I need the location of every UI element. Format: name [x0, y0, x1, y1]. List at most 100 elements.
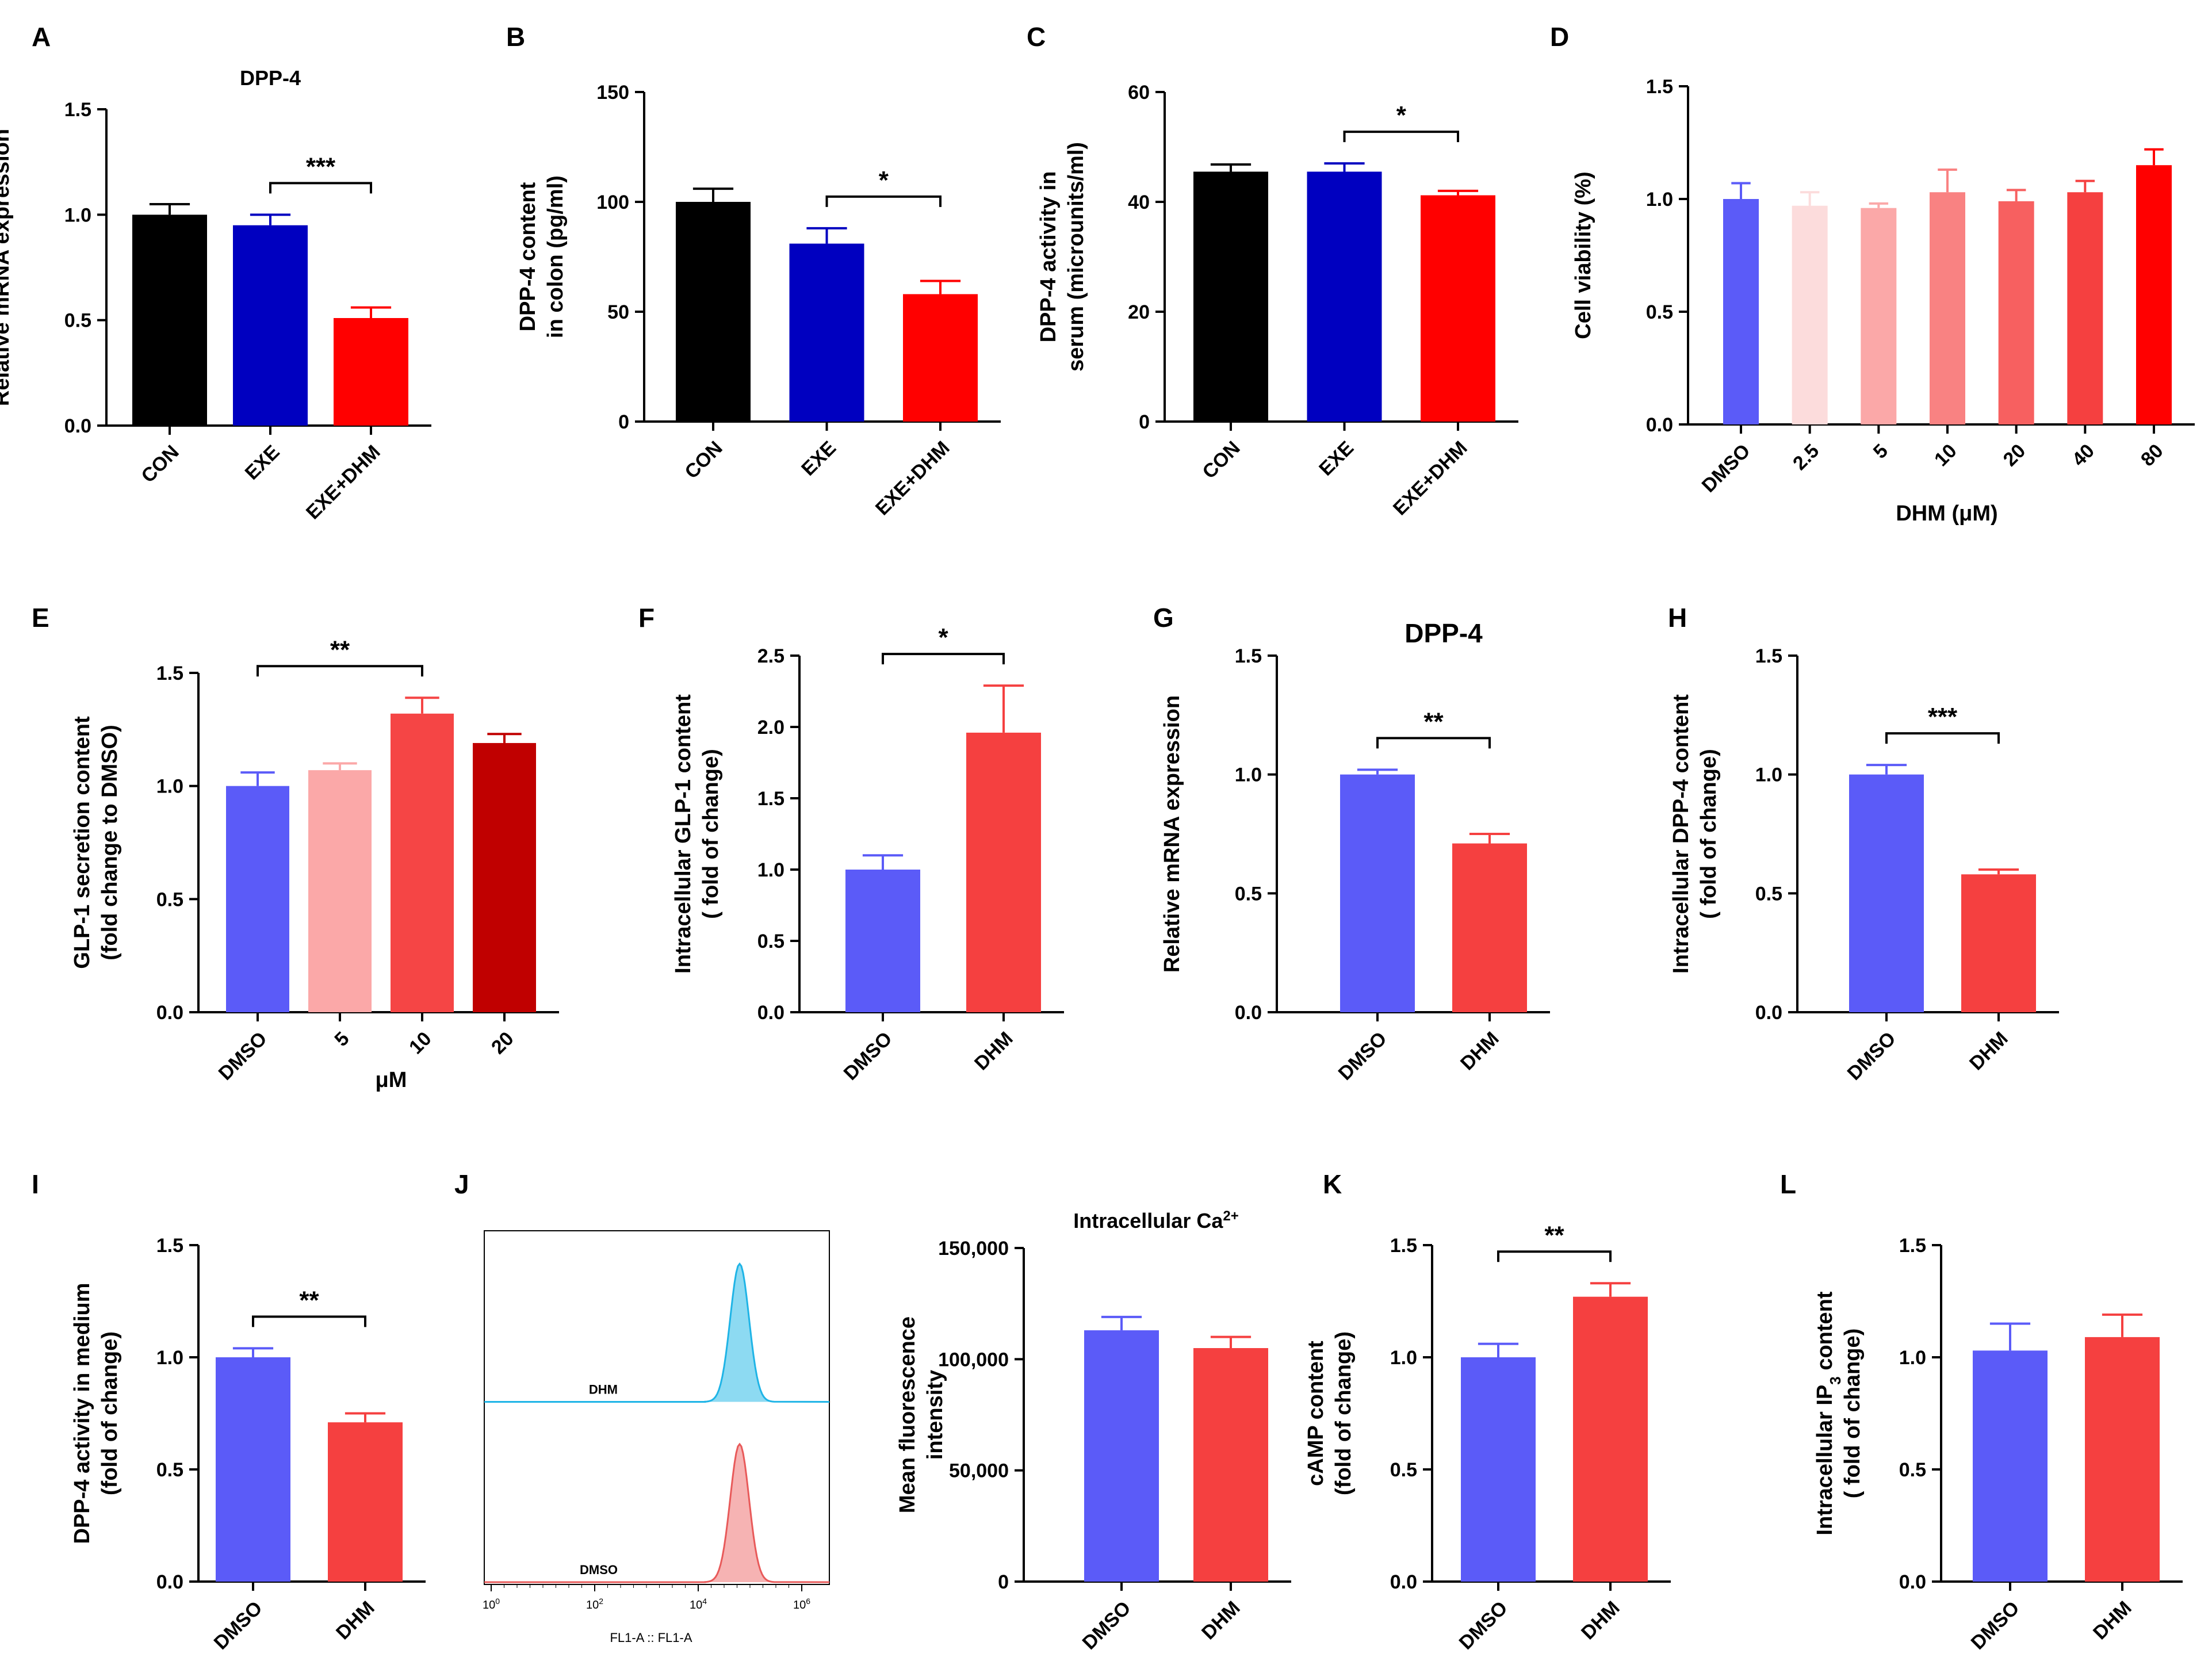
- bar: [1307, 171, 1382, 422]
- y-axis-label: ( fold of change): [1840, 1329, 1865, 1499]
- significance-bracket: [1885, 732, 2000, 744]
- x-tick-label: DHM: [1577, 1597, 1624, 1644]
- y-tick-label: 1.0: [1390, 1347, 1417, 1369]
- panel-label-a: A: [32, 22, 51, 52]
- chart-title: DPP-4: [1404, 618, 1483, 648]
- bar: [233, 225, 308, 426]
- x-tick-label: 20: [487, 1028, 518, 1059]
- panel-f: F 0.0 0.5 1.0 1.5 2.0 2.5 DMSO DHM Intracellular …: [638, 603, 1064, 1085]
- panel-e: E 0.0 0.5 1.0 1.5 DMSO 5 10 20 μM GLP-1 secretion …: [32, 603, 559, 1092]
- x-tick-label: EXE: [1315, 437, 1358, 480]
- bar: [903, 294, 978, 422]
- x-tick-label: EXE+DHM: [302, 441, 385, 524]
- bar: [2136, 165, 2172, 424]
- bar: [1193, 1348, 1268, 1582]
- x-tick-label: 40: [2068, 440, 2099, 471]
- panel-label-l: L: [1780, 1169, 1796, 1199]
- y-tick-label: 1.0: [1646, 189, 1673, 210]
- bar: [2067, 192, 2103, 424]
- bar: [216, 1357, 290, 1582]
- bar: [1452, 843, 1527, 1012]
- y-axis-label: serum (microunits/ml): [1064, 142, 1088, 372]
- y-tick-label: 0.5: [1646, 301, 1673, 323]
- histogram-x-tick-label: 102: [586, 1597, 603, 1611]
- y-tick-label: 1.0: [156, 1347, 183, 1369]
- x-tick-label: DHM: [1965, 1028, 2012, 1075]
- y-tick-label: 0.5: [156, 1459, 183, 1481]
- bar: [2085, 1337, 2160, 1582]
- x-tick-label: DHM: [332, 1597, 379, 1644]
- significance-bracket: [1376, 737, 1491, 749]
- y-axis-label: DPP-4 activity in medium: [70, 1283, 94, 1544]
- significance-bracket: [1343, 131, 1459, 143]
- y-axis-label: (fold of change): [1331, 1331, 1356, 1495]
- panel-l: L 0.0 0.5 1.0 1.5 DMSO DHM Intracellular IP3 co…: [1780, 1169, 2183, 1654]
- x-tick-label: 80: [2137, 440, 2168, 471]
- y-axis-label: Intracellular DPP-4 content: [1669, 694, 1693, 974]
- y-tick-label: 0.5: [757, 931, 784, 952]
- panel-label-b: B: [506, 22, 525, 52]
- x-tick-label: 5: [330, 1028, 353, 1051]
- x-axis-label: DHM (μM): [1896, 502, 1997, 526]
- y-tick-label: 1.5: [1755, 645, 1782, 667]
- x-tick-label: DMSO: [1843, 1028, 1900, 1085]
- y-tick-label: 1.5: [1646, 76, 1673, 98]
- panel-d: D 0.0 0.5 1.0 1.5 DMSO 2.5 5 10 20 40 80 DHM (μM) Cel…: [1550, 22, 2195, 526]
- y-tick-label: 0: [1139, 411, 1150, 433]
- panel-label-j: J: [454, 1169, 469, 1199]
- y-tick-label: 20: [1128, 301, 1150, 323]
- significance-bracket: [825, 195, 942, 207]
- y-tick-label: 2.5: [757, 645, 784, 667]
- histogram-fill: [484, 1264, 829, 1402]
- panel-label-c: C: [1027, 22, 1046, 52]
- x-tick-label: DMSO: [1967, 1597, 2024, 1654]
- x-tick-label: CON: [1198, 437, 1244, 483]
- x-tick-label: DMSO: [215, 1028, 271, 1085]
- y-tick-label: 100,000: [938, 1349, 1009, 1371]
- bar: [676, 202, 751, 422]
- panel-c: C 0 20 40 60 CON EXE EXE+DHM DPP-4 activity in se…: [1027, 22, 1518, 520]
- y-tick-label: 100: [596, 192, 629, 213]
- x-tick-label: EXE+DHM: [1389, 437, 1472, 520]
- y-tick-label: 1.5: [1390, 1235, 1417, 1257]
- y-axis-label: ( fold of change): [1697, 749, 1721, 919]
- x-tick-label: DHM: [1197, 1597, 1245, 1644]
- y-tick-label: 0.0: [1390, 1571, 1417, 1593]
- histogram-x-tick-exponent: 4: [702, 1597, 707, 1606]
- x-tick-label: DMSO: [1698, 440, 1755, 497]
- significance-label: **: [1423, 707, 1444, 736]
- bar: [1973, 1350, 2048, 1582]
- y-axis-label: Intracellular IP3 content: [1813, 1291, 1844, 1535]
- x-tick-label: EXE: [797, 437, 840, 480]
- y-tick-label: 2.0: [757, 717, 784, 738]
- y-tick-label: 0.0: [1646, 414, 1673, 436]
- panel-label-g: G: [1153, 603, 1174, 633]
- panel-b: B 0 50 100 150 CON EXE EXE+DHM DPP-4 content in c…: [506, 22, 1001, 520]
- y-tick-label: 0.5: [1755, 883, 1782, 905]
- y-tick-label: 0.0: [757, 1002, 784, 1024]
- y-axis-label: GLP-1 secretion content: [70, 716, 94, 969]
- y-axis-label: Mean fluorescence: [895, 1316, 920, 1513]
- bar: [1849, 774, 1924, 1012]
- significance-label: **: [299, 1286, 319, 1314]
- bar: [1998, 201, 2034, 424]
- y-axis-label: Relative mRNA expression: [0, 129, 14, 406]
- chart-title-superscript: 2+: [1223, 1208, 1238, 1224]
- significance-bracket: [269, 182, 372, 194]
- panel-k: K 0.0 0.5 1.0 1.5 DMSO DHM cAMP content (fold of…: [1304, 1169, 1671, 1654]
- y-axis-label: Relative mRNA expression: [1160, 695, 1184, 973]
- panel-g: G DPP-4 0.0 0.5 1.0 1.5 DMSO DHM Relative mRNA e…: [1153, 603, 1550, 1085]
- significance-bracket: [257, 665, 423, 677]
- bar: [308, 770, 372, 1012]
- significance-label: *: [879, 166, 889, 194]
- panel-label-k: K: [1323, 1169, 1342, 1199]
- histogram-frame: [484, 1230, 830, 1585]
- y-axis-label: in colon (pg/ml): [544, 175, 568, 338]
- y-axis-label-part: Intracellular IP: [1813, 1385, 1837, 1536]
- histogram-x-axis-label: FL1-A :: FL1-A: [610, 1630, 692, 1645]
- bar: [226, 786, 289, 1012]
- y-tick-label: 1.5: [1899, 1235, 1926, 1257]
- histogram-x-tick-label: 104: [690, 1597, 707, 1611]
- bar: [1340, 774, 1415, 1012]
